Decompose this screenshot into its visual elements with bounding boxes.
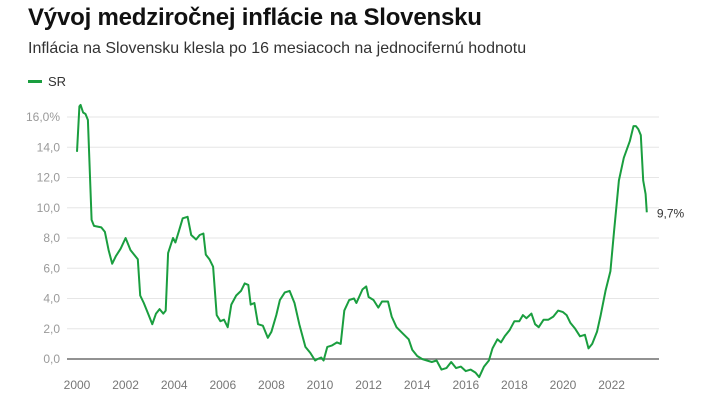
y-tick-label: 12,0 <box>37 171 61 185</box>
gridlines <box>67 116 659 330</box>
series-line-sr <box>76 103 648 379</box>
x-tick-label: 2018 <box>501 378 528 392</box>
x-tick-label: 2002 <box>112 378 139 392</box>
x-tick-label: 2004 <box>161 378 188 392</box>
y-tick-label: 4,0 <box>43 292 60 306</box>
legend-label-sr: SR <box>48 74 67 89</box>
x-tick-label: 2000 <box>64 378 91 392</box>
y-tick-label: 8,0 <box>43 231 60 245</box>
end-value-label: 9,7% <box>657 206 685 220</box>
y-tick-label: 16,0% <box>26 110 60 124</box>
x-tick-label: 2012 <box>355 378 382 392</box>
y-tick-label: 6,0 <box>43 261 60 275</box>
y-tick-label: 2,0 <box>43 322 60 336</box>
x-tick-label: 2016 <box>452 378 479 392</box>
x-tick-label: 2010 <box>307 378 334 392</box>
x-axis-ticks: 2000 2002 2004 2006 2008 2010 2012 2014 2016 2018… <box>64 378 626 392</box>
legend: SR <box>28 74 66 89</box>
x-tick-label: 2008 <box>258 378 285 392</box>
chart-subtitle: Inflácia na Slovensku klesla po 16 mesia… <box>28 40 527 57</box>
y-axis-ticks: 0,0 2,0 4,0 6,0 8,0 10,0 12,0 14,0 16,0% <box>26 110 60 366</box>
y-tick-label: 0,0 <box>43 352 60 366</box>
x-tick-label: 2006 <box>209 378 236 392</box>
series-group <box>76 103 648 379</box>
y-tick-label: 14,0 <box>37 140 61 154</box>
x-tick-label: 2020 <box>550 378 577 392</box>
x-tick-label: 2014 <box>404 378 431 392</box>
legend-swatch-sr <box>28 80 42 83</box>
x-tick-label: 2022 <box>598 378 625 392</box>
chart-title: Vývoj medziročnej inflácie na Slovensku <box>28 4 482 31</box>
y-tick-label: 10,0 <box>37 201 61 215</box>
